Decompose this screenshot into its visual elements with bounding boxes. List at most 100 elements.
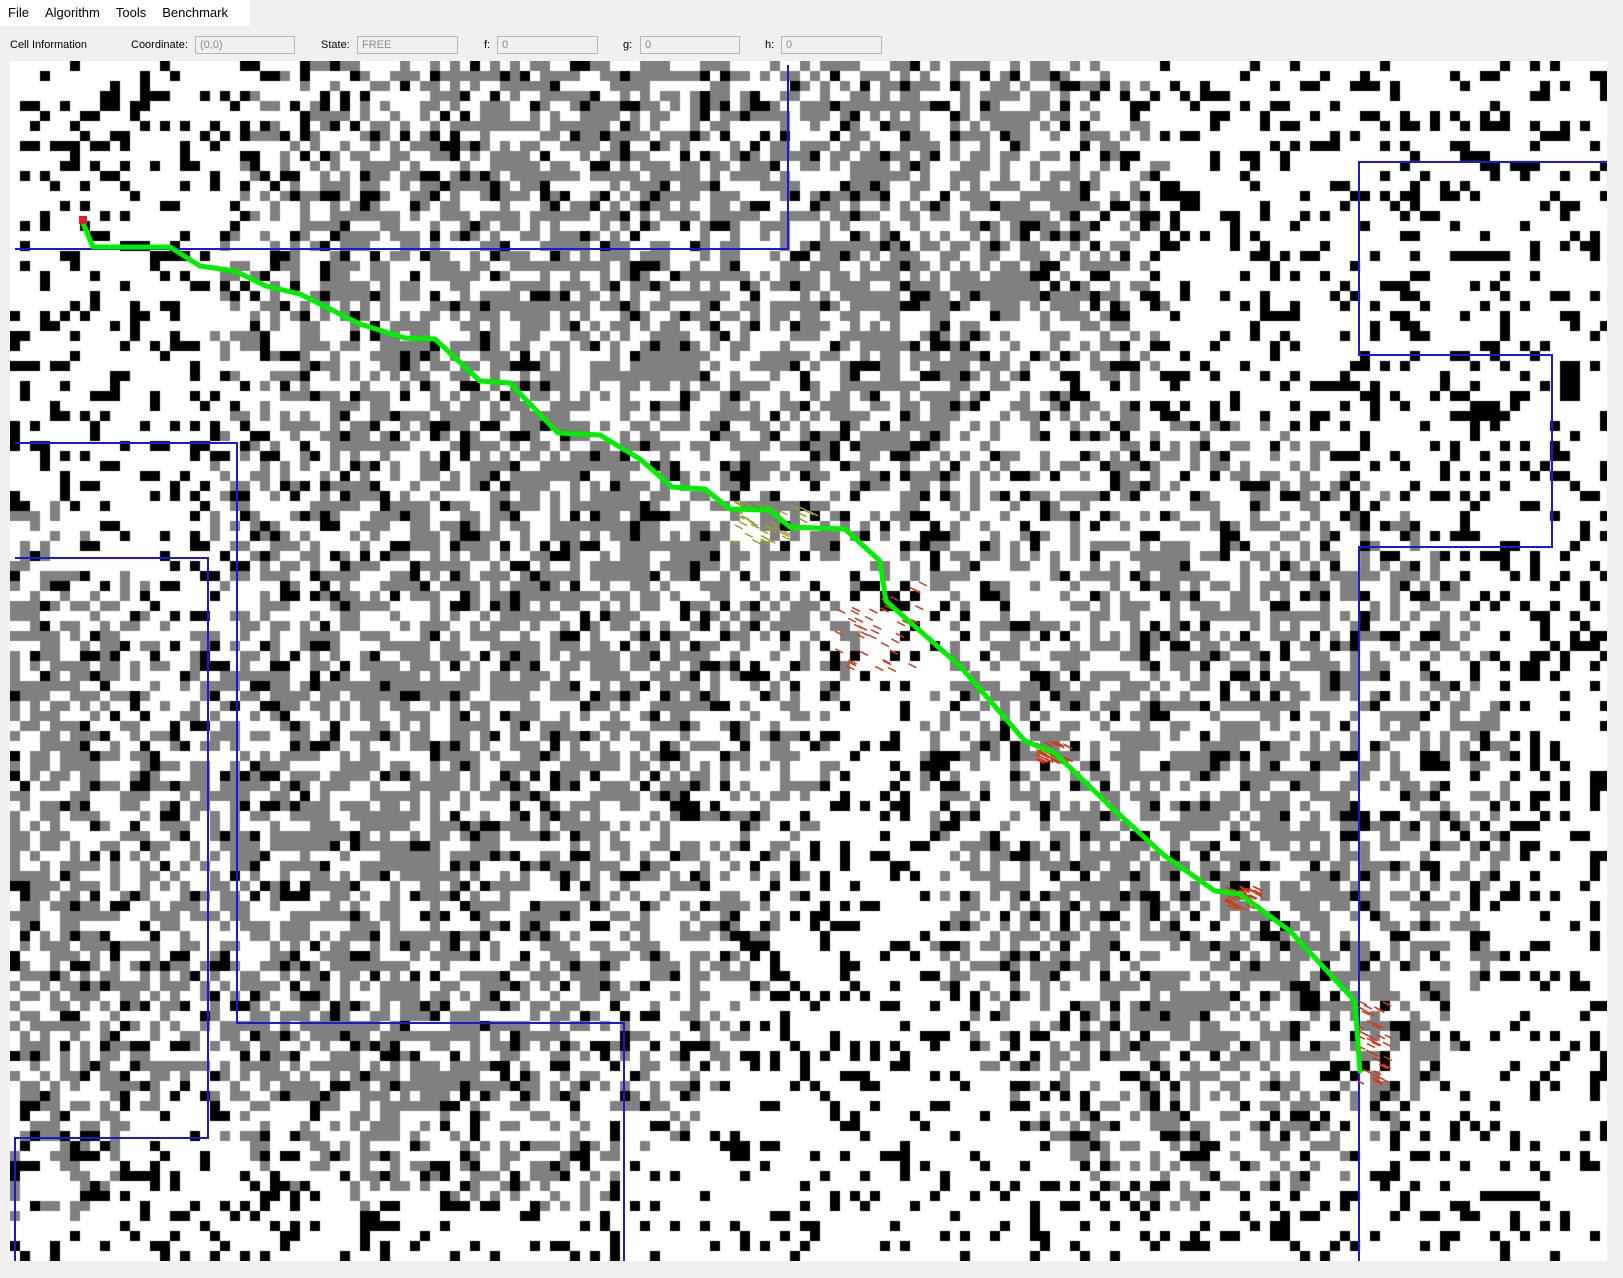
explored-mark xyxy=(1373,1070,1382,1076)
explored-mark xyxy=(1252,885,1262,891)
explored-mark xyxy=(1362,1068,1372,1074)
explored-mark xyxy=(1366,1042,1376,1049)
menu-benchmark[interactable]: Benchmark xyxy=(162,5,228,20)
explored-mark xyxy=(781,535,791,541)
explored-mark xyxy=(1355,1079,1365,1085)
g-label: g: xyxy=(623,39,633,51)
f-label: f: xyxy=(484,39,491,51)
explored-mark xyxy=(1224,900,1234,906)
menu-tools[interactable]: Tools xyxy=(115,5,147,20)
explored-mark xyxy=(798,511,807,518)
explored-mark xyxy=(880,607,890,613)
explored-mark xyxy=(859,650,869,657)
explored-mark xyxy=(760,534,770,541)
explored-mark xyxy=(853,623,863,630)
explored-mark xyxy=(1241,887,1250,894)
explored-mark xyxy=(750,523,760,529)
explored-mark xyxy=(1224,886,1234,892)
explored-mark xyxy=(1382,1001,1392,1007)
menu-file[interactable]: File xyxy=(8,5,29,20)
explored-mark xyxy=(809,511,819,517)
explored-mark xyxy=(1249,894,1258,900)
menu-algorithm[interactable]: Algorithm xyxy=(44,5,100,20)
highway-border-3 xyxy=(15,442,625,1261)
coordinate-label: Coordinate: xyxy=(131,39,188,51)
explored-mark xyxy=(1372,1077,1381,1083)
explored-mark xyxy=(1035,748,1045,755)
explored-mark xyxy=(738,520,748,527)
explored-mark xyxy=(1046,755,1056,761)
explored-mark xyxy=(1376,1034,1386,1040)
explored-mark xyxy=(856,633,865,639)
explored-mark xyxy=(854,617,864,623)
explored-mark xyxy=(782,530,792,536)
explored-mark xyxy=(889,649,899,655)
explored-mark xyxy=(798,518,808,524)
g-field[interactable] xyxy=(640,36,740,54)
explored-mark xyxy=(1230,901,1240,907)
explored-mark xyxy=(911,588,921,594)
explored-mark xyxy=(1363,1004,1373,1010)
explored-mark xyxy=(772,526,782,532)
explored-mark xyxy=(760,538,769,544)
explored-mark xyxy=(733,501,743,507)
explored-mark xyxy=(1039,757,1049,764)
explored-mark xyxy=(834,648,844,654)
explored-mark xyxy=(778,510,788,516)
explored-cells xyxy=(731,500,1394,1086)
explored-mark xyxy=(1239,885,1248,891)
explored-mark xyxy=(1381,1077,1390,1084)
explored-mark xyxy=(1043,741,1053,747)
menu-bar: File Algorithm Tools Benchmark xyxy=(0,0,250,26)
explored-mark xyxy=(1372,1023,1381,1030)
explored-mark xyxy=(1373,1079,1383,1086)
state-label: State: xyxy=(321,39,350,51)
explored-mark xyxy=(870,628,880,635)
explored-mark xyxy=(768,527,778,534)
explored-mark xyxy=(914,604,924,611)
explored-mark xyxy=(1382,1063,1392,1069)
explored-mark xyxy=(1372,1040,1382,1046)
explored-mark xyxy=(882,660,892,666)
explored-mark xyxy=(1361,1032,1371,1038)
explored-mark xyxy=(1224,897,1234,903)
explored-mark xyxy=(872,624,882,631)
explored-mark xyxy=(1036,758,1046,764)
explored-mark xyxy=(759,529,769,535)
grid-map[interactable] xyxy=(10,61,1607,1261)
explored-mark xyxy=(1372,1056,1381,1063)
explored-mark xyxy=(1051,759,1061,765)
grid-overlay xyxy=(14,65,1607,1261)
explored-mark xyxy=(1383,1055,1393,1062)
explored-mark xyxy=(908,663,917,669)
explored-mark xyxy=(1227,895,1237,901)
explored-mark xyxy=(743,501,752,508)
explored-mark xyxy=(1045,757,1054,764)
explored-mark xyxy=(860,631,869,637)
explored-mark xyxy=(1384,1034,1394,1040)
explored-mark xyxy=(1376,1007,1385,1014)
h-field[interactable] xyxy=(781,36,882,54)
explored-mark xyxy=(836,608,846,614)
explored-mark xyxy=(1035,753,1045,760)
coordinate-field[interactable] xyxy=(195,36,295,54)
explored-mark xyxy=(869,608,878,614)
explored-mark xyxy=(864,615,874,622)
explored-mark xyxy=(910,618,920,625)
grid-cells[interactable] xyxy=(10,61,1607,1261)
explored-mark xyxy=(749,521,759,527)
explored-mark xyxy=(890,638,900,644)
explored-mark xyxy=(736,514,745,520)
highway-borders xyxy=(14,65,1607,1261)
explored-mark xyxy=(887,666,897,673)
explored-mark xyxy=(1371,1041,1381,1047)
f-field[interactable] xyxy=(497,36,598,54)
explored-mark xyxy=(1368,1035,1378,1042)
highway-border-1 xyxy=(15,65,789,250)
explored-mark xyxy=(1227,904,1237,910)
explored-mark xyxy=(1253,889,1263,895)
state-field[interactable] xyxy=(357,36,458,54)
explored-mark xyxy=(896,621,906,627)
explored-mark xyxy=(880,641,890,648)
start-marker xyxy=(79,216,87,224)
